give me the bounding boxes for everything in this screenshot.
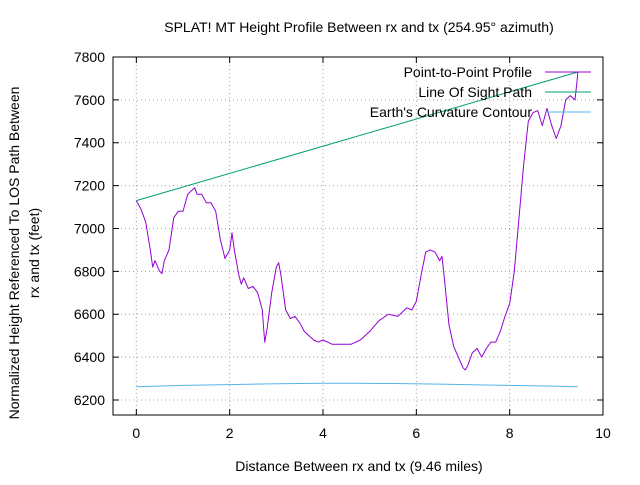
plot-border [112,56,604,416]
y-tick-label: 7800 [74,49,105,65]
legend-label: Earth's Curvature Contour [370,104,533,120]
legend-entry-earth-curvature: Earth's Curvature Contour [370,104,591,120]
series-layer [135,71,579,388]
y-tick-label: 6600 [74,306,105,322]
legend-entry-line-of-sight: Line Of Sight Path [418,84,591,100]
earth-curvature-line [136,382,578,388]
x-tick-label: 4 [319,425,327,441]
y-tick-label: 7200 [74,178,105,194]
y-tick-label: 6200 [74,392,105,408]
line-of-sight-line [136,71,578,202]
y-tick-label: 6800 [74,263,105,279]
y-tick-label: 6400 [74,349,105,365]
x-axis-label: Distance Between rx and tx (9.46 miles) [235,458,482,474]
profile-line [135,71,579,371]
y-axis-label-line-1: Normalized Height Referenced To LOS Path… [6,87,22,420]
x-tick-label: 6 [412,425,420,441]
y-axis-label-line-2: rx and tx (feet) [26,208,42,298]
x-tick-label: 8 [506,425,514,441]
ticks-layer: 0 2 4 6 8 10 6200 6400 6600 6800 7000 7200 7400 7600 7… [74,49,611,441]
y-tick-label: 7600 [74,92,105,108]
y-tick-label: 7000 [74,220,105,236]
chart-title: SPLAT! MT Height Profile Between rx and … [164,19,553,35]
x-tick-label: 10 [595,425,611,441]
x-tick-label: 2 [226,425,234,441]
legend-entry-profile: Point-to-Point Profile [404,64,591,80]
y-tick-label: 7400 [74,135,105,151]
legend-label: Line Of Sight Path [418,84,532,100]
legend-layer: Point-to-Point Profile Line Of Sight Path… [370,64,591,120]
legend-label: Point-to-Point Profile [404,64,533,80]
x-tick-label: 0 [132,425,140,441]
